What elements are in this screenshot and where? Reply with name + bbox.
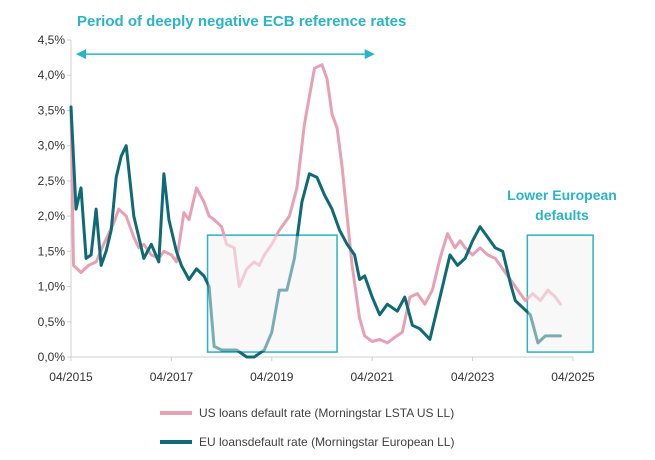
arrow-label: Period of deeply negative ECB reference … [77,13,406,30]
y-tick-label: 2,5% [38,174,66,188]
legend: US loans default rate (Morningstar LSTA … [160,406,454,449]
us-loans-default-line [69,63,562,345]
y-tick-label: 1,0% [38,280,66,294]
series-lines [69,63,593,359]
y-tick-label: 3,5% [38,103,66,117]
y-tick-label: 3,0% [38,139,66,153]
x-tick-label: 04/2021 [351,370,395,384]
arrow-head-left [76,49,87,60]
y-tick-label: 0,0% [38,350,66,364]
arrow-head-right [364,49,375,60]
y-tick-label: 4,5% [38,33,66,47]
ecb-period-arrow [76,49,375,60]
y-axis: 0,0% 0,5% 1,0% 1,5% 2,0% 2,5% 3,0% 3,5% 4,0% 4,5% [38,33,72,364]
x-tick-label: 04/2019 [250,370,294,384]
x-tick-label: 04/2017 [150,370,194,384]
eu-loans-default-line [69,105,562,359]
y-tick-label: 0,5% [38,315,66,329]
lower-defaults-label-line1: Lower European [507,187,617,203]
y-tick-label: 2,0% [38,209,66,223]
x-tick-label: 04/2025 [551,370,595,384]
x-axis: 04/2015 04/2017 04/2019 04/2021 04/2023 04/20… [49,356,595,384]
highlight-box-overlay-1 [208,236,337,352]
y-tick-label: 1,5% [38,244,66,258]
highlight-box-overlay-2 [528,236,593,352]
y-tick-label: 4,0% [38,68,66,82]
x-tick-label: 04/2023 [451,370,495,384]
annotations: Period of deeply negative ECB reference … [76,13,617,223]
x-tick-label: 04/2015 [49,370,93,384]
lower-defaults-label-line2: defaults [535,207,589,223]
legend-label-us: US loans default rate (Morningstar LSTA … [199,406,454,420]
highlight-box-2 [526,234,594,353]
legend-label-eu: EU loansdefault rate (Morningstar Europe… [199,435,454,449]
highlight-boxes [206,234,594,353]
